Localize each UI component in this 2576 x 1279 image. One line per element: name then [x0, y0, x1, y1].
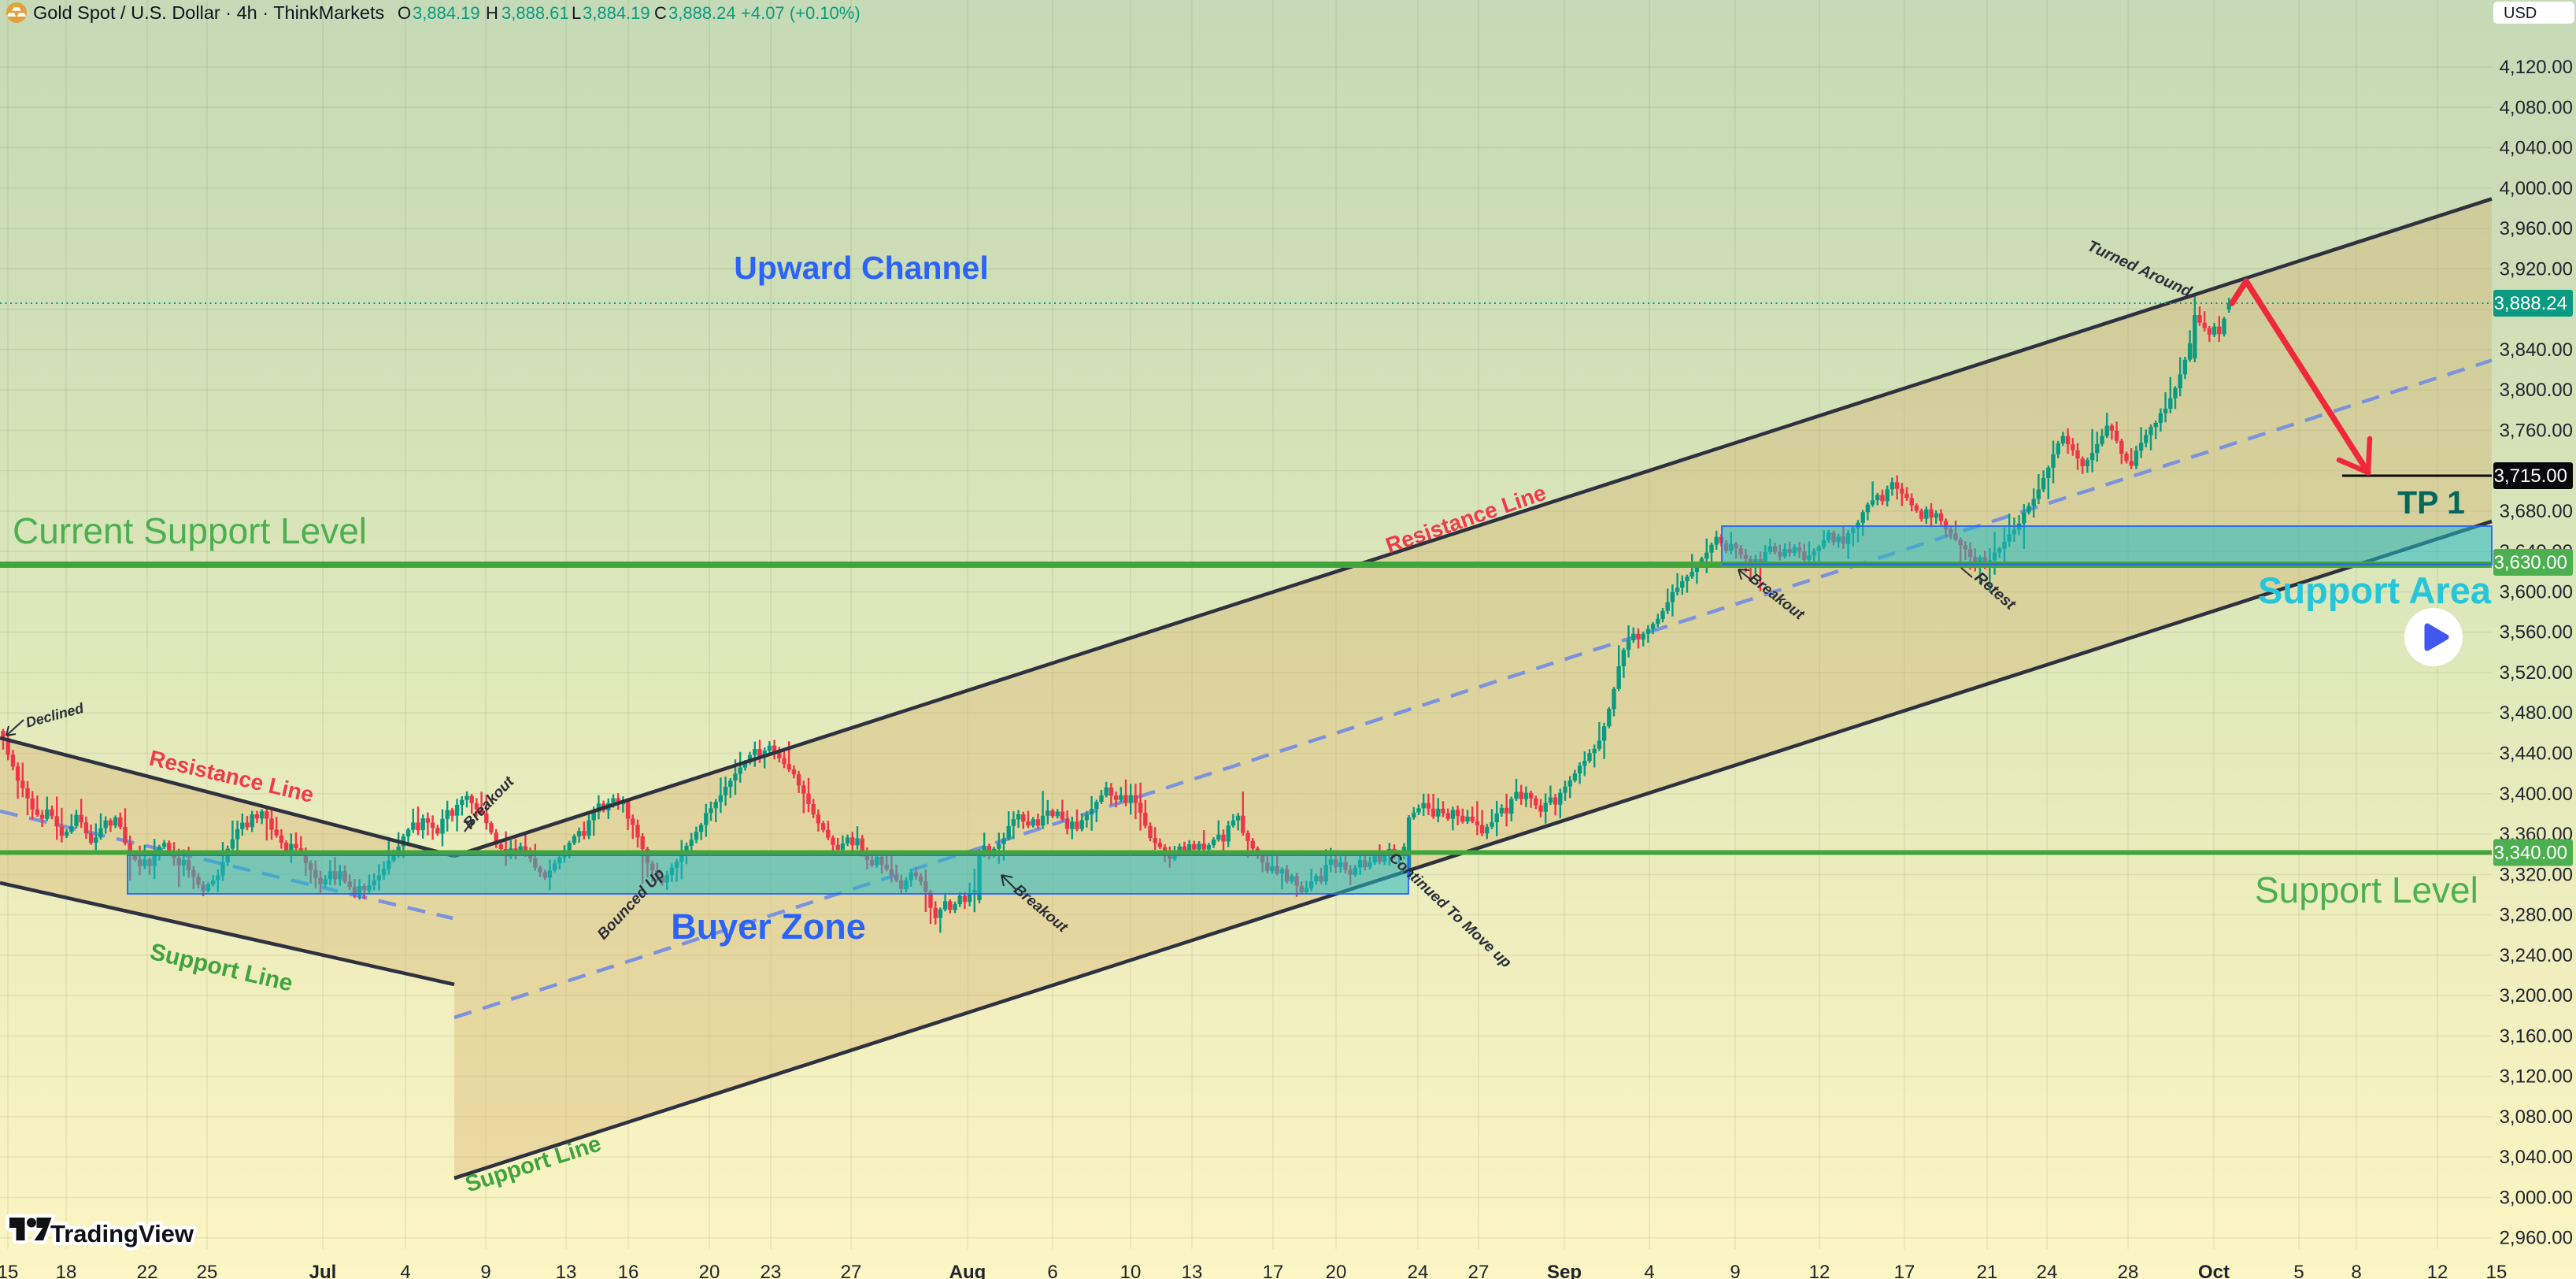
- svg-text:Support Area: Support Area: [2258, 569, 2492, 611]
- svg-text:Declined: Declined: [24, 700, 87, 731]
- svg-text:2,960.00: 2,960.00: [2500, 1228, 2573, 1249]
- svg-text:3,680.00: 3,680.00: [2500, 501, 2573, 522]
- svg-text:3,520.00: 3,520.00: [2500, 662, 2573, 684]
- svg-text:4,120.00: 4,120.00: [2500, 57, 2573, 78]
- svg-text:27: 27: [1468, 1262, 1490, 1279]
- svg-text:3,120.00: 3,120.00: [2500, 1066, 2573, 1088]
- svg-text:22: 22: [137, 1262, 158, 1279]
- svg-text:4,080.00: 4,080.00: [2500, 97, 2573, 118]
- svg-text:3,888.24: 3,888.24: [668, 3, 736, 23]
- svg-text:27: 27: [841, 1262, 862, 1279]
- svg-text:4: 4: [1644, 1262, 1654, 1279]
- svg-text:Aug: Aug: [949, 1262, 986, 1279]
- svg-text:15: 15: [2486, 1262, 2508, 1279]
- svg-text:C: C: [654, 3, 667, 23]
- svg-text:18: 18: [56, 1262, 77, 1279]
- svg-text:9: 9: [1730, 1262, 1740, 1279]
- svg-text:24: 24: [1408, 1262, 1429, 1279]
- svg-text:3,480.00: 3,480.00: [2500, 703, 2573, 724]
- svg-text:Buyer Zone: Buyer Zone: [671, 906, 866, 947]
- svg-text:3,160.00: 3,160.00: [2500, 1025, 2573, 1047]
- svg-text:Continued To Move up: Continued To Move up: [1386, 850, 1515, 972]
- svg-text:TradingView: TradingView: [50, 1220, 194, 1247]
- svg-text:3,715.00: 3,715.00: [2494, 465, 2567, 487]
- svg-text:3,920.00: 3,920.00: [2500, 258, 2573, 280]
- svg-text:H: H: [486, 3, 498, 23]
- svg-text:3,080.00: 3,080.00: [2500, 1107, 2573, 1128]
- svg-text:4: 4: [400, 1262, 410, 1279]
- svg-text:3,200.00: 3,200.00: [2500, 985, 2573, 1007]
- svg-text:8: 8: [2351, 1262, 2361, 1279]
- svg-text:Sep: Sep: [1547, 1262, 1582, 1279]
- svg-text:3,800.00: 3,800.00: [2500, 380, 2573, 401]
- svg-text:5: 5: [2293, 1262, 2304, 1279]
- svg-text:3,600.00: 3,600.00: [2500, 581, 2573, 602]
- svg-text:12: 12: [1809, 1262, 1830, 1279]
- svg-text:3,560.00: 3,560.00: [2500, 622, 2573, 643]
- svg-text:3,630.00: 3,630.00: [2494, 552, 2567, 573]
- svg-text:20: 20: [1326, 1262, 1347, 1279]
- svg-text:3,888.24: 3,888.24: [2494, 293, 2567, 314]
- svg-text:17: 17: [1263, 1262, 1284, 1279]
- svg-text:O: O: [398, 3, 411, 23]
- svg-text:3,340.00: 3,340.00: [2494, 843, 2567, 864]
- svg-text:23: 23: [761, 1262, 782, 1279]
- svg-text:4,000.00: 4,000.00: [2500, 178, 2573, 199]
- svg-text:Support Line: Support Line: [147, 939, 295, 997]
- svg-text:16: 16: [618, 1262, 639, 1279]
- svg-text:Oct: Oct: [2198, 1262, 2230, 1279]
- svg-text:USD: USD: [2504, 5, 2537, 22]
- svg-text:Breakout: Breakout: [461, 773, 518, 832]
- svg-text:TP 1: TP 1: [2397, 484, 2465, 521]
- svg-text:3,240.00: 3,240.00: [2500, 945, 2573, 966]
- svg-text:TradingView: TradingView: [50, 1220, 194, 1247]
- svg-text:3,320.00: 3,320.00: [2500, 864, 2573, 885]
- svg-text:6: 6: [1047, 1262, 1057, 1279]
- svg-text:3,884.19: 3,884.19: [413, 3, 480, 23]
- svg-text:20: 20: [699, 1262, 720, 1279]
- svg-text:Current Support Level: Current Support Level: [13, 510, 367, 551]
- svg-text:25: 25: [197, 1262, 218, 1279]
- svg-text:3,760.00: 3,760.00: [2500, 420, 2573, 441]
- svg-text:13: 13: [1182, 1262, 1203, 1279]
- svg-text:3,960.00: 3,960.00: [2500, 218, 2573, 239]
- svg-text:4,040.00: 4,040.00: [2500, 138, 2573, 159]
- svg-text:15: 15: [0, 1262, 18, 1279]
- svg-text:Jul: Jul: [309, 1262, 337, 1279]
- svg-text:17: 17: [1894, 1262, 1915, 1279]
- svg-text:3,040.00: 3,040.00: [2500, 1147, 2573, 1168]
- svg-text:3,888.61: 3,888.61: [502, 3, 569, 23]
- svg-text:9: 9: [480, 1262, 490, 1279]
- svg-text:21: 21: [1977, 1262, 1998, 1279]
- svg-text:3,000.00: 3,000.00: [2500, 1187, 2573, 1208]
- svg-text:12: 12: [2427, 1262, 2448, 1279]
- svg-text:+4.07 (+0.10%): +4.07 (+0.10%): [741, 3, 861, 23]
- svg-text:L: L: [572, 3, 581, 23]
- svg-text:3,840.00: 3,840.00: [2500, 339, 2573, 361]
- svg-text:Upward Channel: Upward Channel: [734, 250, 988, 286]
- svg-text:3,440.00: 3,440.00: [2500, 743, 2573, 764]
- svg-text:3,400.00: 3,400.00: [2500, 784, 2573, 805]
- svg-text:Gold Spot / U.S. Dollar · 4h ·: Gold Spot / U.S. Dollar · 4h · ThinkMark…: [33, 2, 384, 23]
- svg-text:10: 10: [1120, 1262, 1142, 1279]
- svg-text:28: 28: [2118, 1262, 2139, 1279]
- svg-text:3,280.00: 3,280.00: [2500, 905, 2573, 926]
- svg-text:3,884.19: 3,884.19: [583, 3, 650, 23]
- svg-text:13: 13: [556, 1262, 577, 1279]
- svg-text:Support Level: Support Level: [2255, 869, 2478, 910]
- svg-text:24: 24: [2037, 1262, 2058, 1279]
